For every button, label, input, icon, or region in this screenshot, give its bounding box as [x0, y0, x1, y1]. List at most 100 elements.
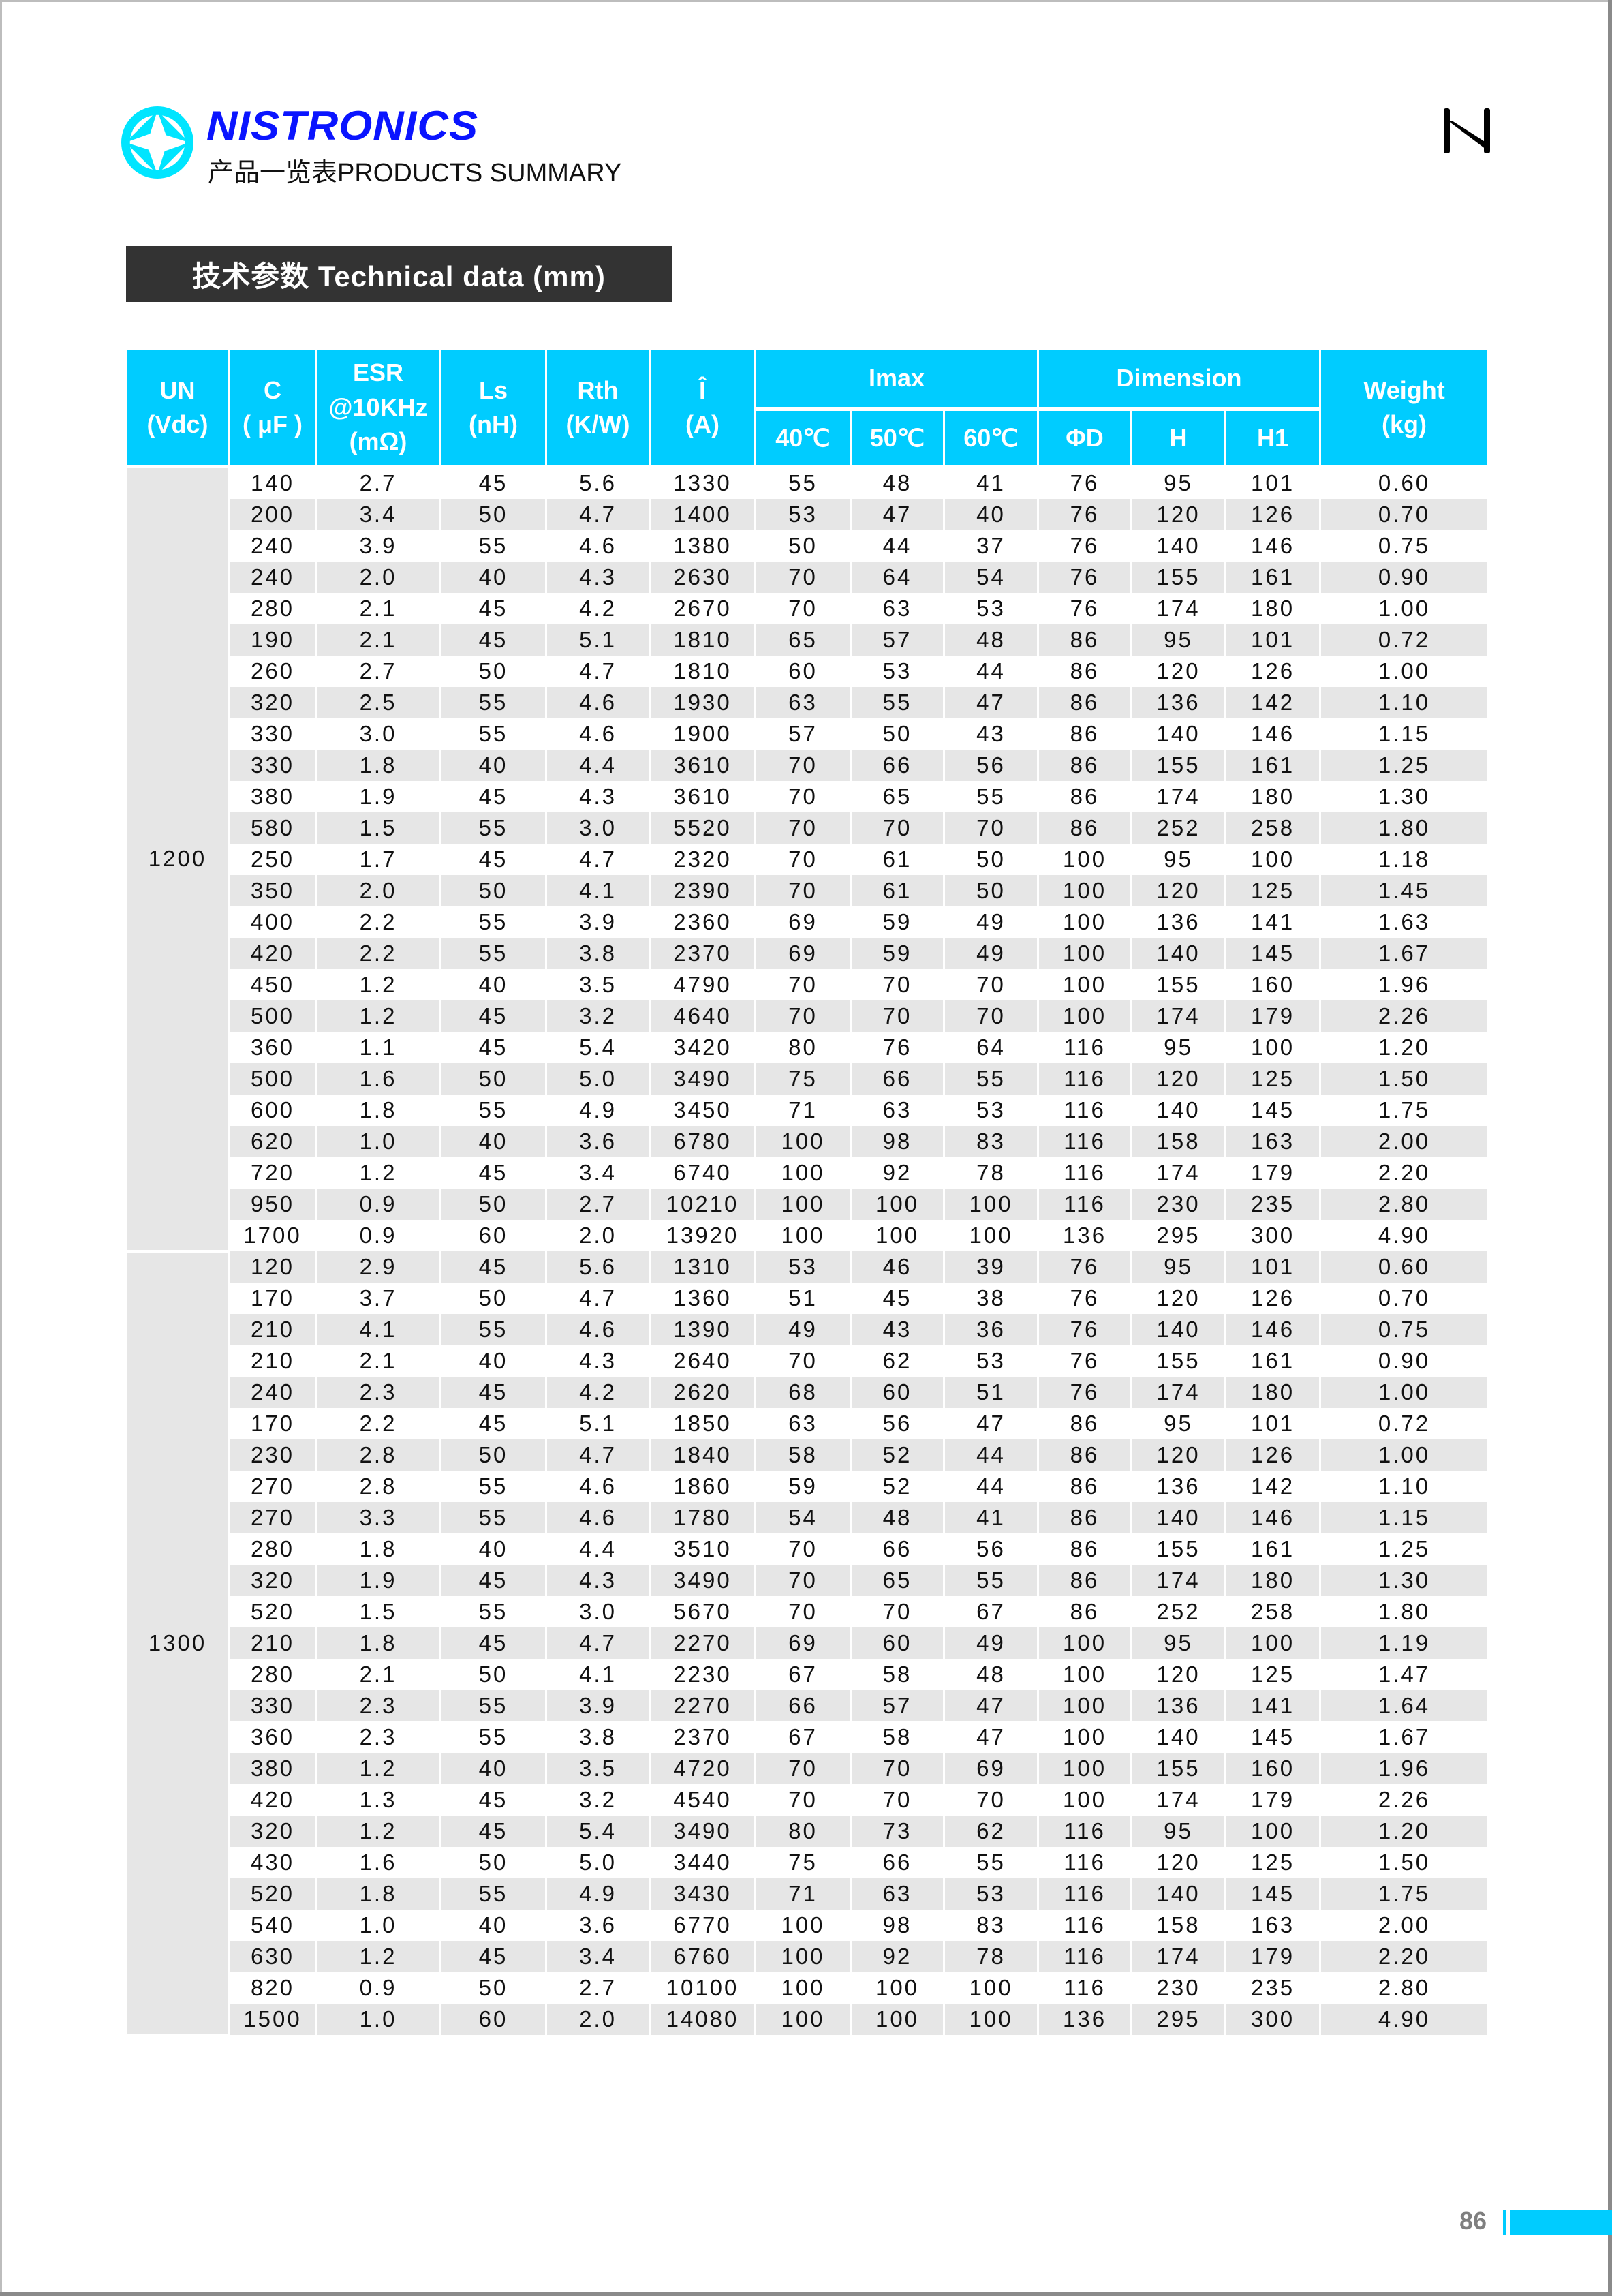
cell-esr: 3.9: [315, 530, 441, 562]
cell-ls: 60: [439, 2004, 547, 2035]
cell-imax-40c: 65: [754, 624, 852, 656]
table-row: 240 2.3 45 4.2 2620 68 60 51 76 174 180 1.00: [126, 1377, 1490, 1408]
cell-ls: 45: [439, 1000, 547, 1032]
cell-rth: 3.5: [545, 969, 651, 1000]
cell-capacitance: 1700: [228, 1220, 317, 1251]
cell-h1: 126: [1224, 1439, 1322, 1471]
cell-ls: 50: [439, 1189, 547, 1220]
cell-esr: 2.7: [315, 466, 441, 499]
cell-imax-60c: 49: [942, 938, 1040, 969]
cell-weight: 1.10: [1319, 1471, 1490, 1502]
cell-imax-40c: 69: [754, 1627, 852, 1659]
cell-weight: 2.80: [1319, 1189, 1490, 1220]
cell-rth: 4.7: [545, 1283, 651, 1314]
cell-ls: 55: [439, 687, 547, 718]
cell-diameter: 100: [1037, 844, 1133, 875]
cell-ls: 50: [439, 499, 547, 530]
cell-peak-current: 2320: [649, 844, 756, 875]
table-row: 1700 0.9 60 2.0 13920 100 100 100 136 295 300 4.90: [126, 1220, 1490, 1251]
cell-imax-50c: 60: [850, 1377, 945, 1408]
cell-rth: 4.1: [545, 875, 651, 906]
cell-imax-50c: 70: [850, 969, 945, 1000]
cell-ls: 55: [439, 718, 547, 750]
page-border: [1608, 0, 1612, 2296]
cell-imax-40c: 100: [754, 1189, 852, 1220]
cell-esr: 0.9: [315, 1189, 441, 1220]
cell-imax-60c: 50: [942, 844, 1040, 875]
cell-peak-current: 10100: [649, 1972, 756, 2004]
cell-diameter: 86: [1037, 656, 1133, 687]
cell-weight: 1.47: [1319, 1659, 1490, 1690]
cell-imax-40c: 59: [754, 1471, 852, 1502]
cell-rth: 4.6: [545, 718, 651, 750]
cell-height: 120: [1130, 1847, 1227, 1878]
header-imax: Imax: [754, 350, 1040, 411]
cell-diameter: 100: [1037, 1627, 1133, 1659]
cell-h1: 101: [1224, 624, 1322, 656]
cell-height: 95: [1130, 1627, 1227, 1659]
cell-peak-current: 3490: [649, 1565, 756, 1596]
cell-h1: 145: [1224, 1878, 1322, 1910]
cell-weight: 1.18: [1319, 844, 1490, 875]
cell-imax-60c: 48: [942, 1659, 1040, 1690]
cell-imax-40c: 100: [754, 1941, 852, 1972]
cell-diameter: 100: [1037, 906, 1133, 938]
cell-rth: 2.7: [545, 1972, 651, 2004]
cell-h1: 125: [1224, 1063, 1322, 1095]
cell-peak-current: 6740: [649, 1157, 756, 1189]
cell-imax-50c: 57: [850, 1690, 945, 1721]
cell-imax-40c: 70: [754, 1533, 852, 1565]
cell-imax-60c: 38: [942, 1283, 1040, 1314]
cell-imax-50c: 53: [850, 656, 945, 687]
cell-ls: 45: [439, 1408, 547, 1439]
table-row: 240 3.9 55 4.6 1380 50 44 37 76 140 146 0.75: [126, 530, 1490, 562]
cell-esr: 2.3: [315, 1690, 441, 1721]
cell-h1: 100: [1224, 844, 1322, 875]
table-row: 1300 120 2.9 45 5.6 1310 53 46 39 76 95 101 0.60: [125, 1251, 1490, 2036]
cell-imax-60c: 50: [942, 875, 1040, 906]
cell-imax-50c: 70: [850, 812, 945, 844]
header-rth: Rth (K/W): [545, 350, 651, 468]
cell-rth: 3.5: [545, 1753, 651, 1784]
cell-ls: 45: [439, 624, 547, 656]
cell-height: 95: [1130, 624, 1227, 656]
cell-imax-60c: 100: [942, 2004, 1040, 2035]
cell-ls: 40: [439, 750, 547, 781]
cell-rth: 3.8: [545, 938, 651, 969]
cell-rth: 4.2: [545, 593, 651, 624]
cell-capacitance: 520: [228, 1878, 317, 1910]
cell-imax-50c: 70: [850, 1000, 945, 1032]
cell-capacitance: 320: [228, 687, 317, 718]
table-row: 430 1.6 50 5.0 3440 75 66 55 116 120 125 1.50: [126, 1847, 1490, 1878]
cell-imax-40c: 54: [754, 1502, 852, 1533]
cell-imax-40c: 51: [754, 1283, 852, 1314]
cell-diameter: 86: [1037, 1596, 1133, 1627]
cell-rth: 4.4: [545, 1533, 651, 1565]
cell-weight: 1.00: [1319, 593, 1490, 624]
cell-capacitance: 400: [228, 906, 317, 938]
cell-ls: 50: [439, 1972, 547, 2004]
cell-esr: 2.1: [315, 593, 441, 624]
cell-diameter: 116: [1037, 1032, 1133, 1063]
cell-height: 120: [1130, 656, 1227, 687]
cell-capacitance: 380: [228, 781, 317, 812]
cell-rth: 5.4: [545, 1032, 651, 1063]
cell-height: 155: [1130, 562, 1227, 593]
cell-ls: 45: [439, 1032, 547, 1063]
cell-imax-60c: 70: [942, 812, 1040, 844]
cell-imax-60c: 37: [942, 530, 1040, 562]
table-row: 250 1.7 45 4.7 2320 70 61 50 100 95 100 1.18: [126, 844, 1490, 875]
header-50c: 50℃: [850, 409, 945, 468]
cell-imax-40c: 70: [754, 969, 852, 1000]
cell-esr: 1.2: [315, 1816, 441, 1847]
cell-esr: 3.7: [315, 1283, 441, 1314]
cell-capacitance: 520: [228, 1596, 317, 1627]
cell-imax-60c: 55: [942, 1063, 1040, 1095]
cell-imax-40c: 100: [754, 2004, 852, 2035]
cell-imax-40c: 68: [754, 1377, 852, 1408]
header-capacitance: C( μF ): [228, 350, 317, 468]
cell-h1: 180: [1224, 593, 1322, 624]
cell-imax-60c: 41: [942, 466, 1040, 499]
table-row: 720 1.2 45 3.4 6740 100 92 78 116 174 179 2.20: [126, 1157, 1490, 1189]
cell-peak-current: 3450: [649, 1095, 756, 1126]
